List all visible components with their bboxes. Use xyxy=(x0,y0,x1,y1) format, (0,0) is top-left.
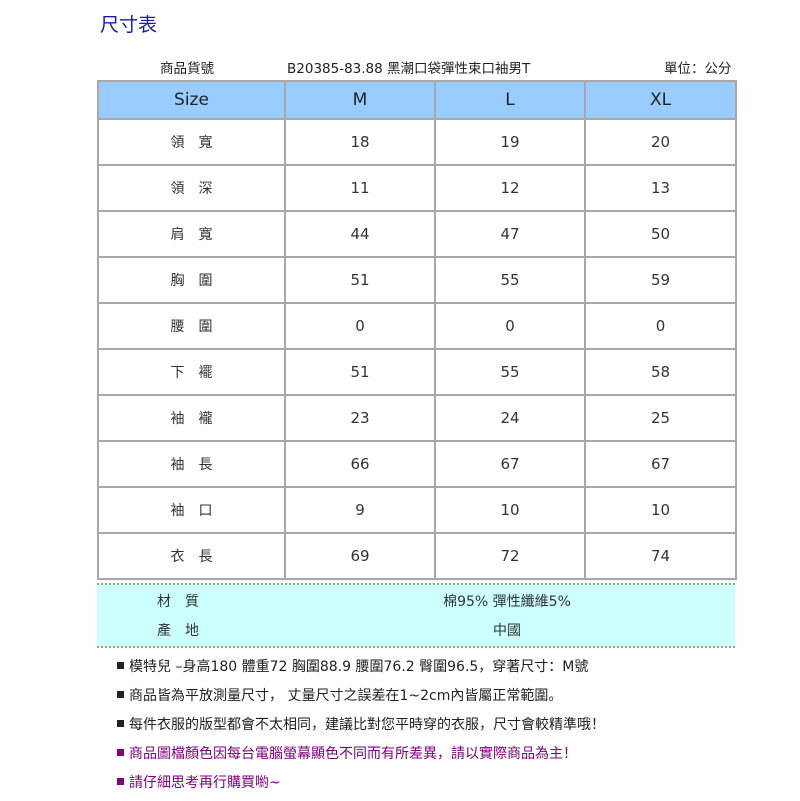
row-label: 下襬 xyxy=(97,348,286,396)
cell-m: 66 xyxy=(284,440,436,488)
note-text: 模特兒 –身高180 體重72 胸圍88.9 腰圍76.2 臀圍96.5，穿著尺… xyxy=(129,659,589,675)
cell-xl: 59 xyxy=(584,256,737,304)
cell-xl: 13 xyxy=(584,164,737,212)
table-header-row: Size M L XL xyxy=(97,80,737,120)
cell-m: 69 xyxy=(284,532,436,580)
row-label: 袖口 xyxy=(97,486,286,534)
cell-l: 55 xyxy=(434,348,586,396)
note-text: 每件衣服的版型都會不太相同，建議比對您平時穿的衣服，尺寸會較精準哦！ xyxy=(129,717,605,733)
cell-xl: 50 xyxy=(584,210,737,258)
cell-l: 12 xyxy=(434,164,586,212)
row-label: 腰圍 xyxy=(97,302,286,350)
cell-xl: 74 xyxy=(584,532,737,580)
cell-m: 51 xyxy=(284,348,436,396)
cell-m: 51 xyxy=(284,256,436,304)
table-row: 袖襱 23 24 25 xyxy=(97,394,737,442)
cell-m: 9 xyxy=(284,486,436,534)
header-size: Size xyxy=(97,80,286,120)
product-name: B20385-83.88 黑潮口袋彈性束口袖男T xyxy=(287,61,531,77)
row-label: 袖襱 xyxy=(97,394,286,442)
cell-l: 0 xyxy=(434,302,586,350)
table-row: 肩寬 44 47 50 xyxy=(97,210,737,258)
row-label: 胸圍 xyxy=(97,256,286,304)
table-row: 衣長 69 72 74 xyxy=(97,532,737,580)
cell-xl: 0 xyxy=(584,302,737,350)
note-text: 商品圖檔顏色因每台電腦螢幕顯色不同而有所差異，請以實際商品為主！ xyxy=(129,746,577,762)
cell-l: 19 xyxy=(434,118,586,166)
header-l: L xyxy=(434,80,586,120)
unit-label: 單位：公分 xyxy=(664,61,732,77)
cell-m: 44 xyxy=(284,210,436,258)
material-origin-box: 材質 棉95% 彈性纖維5% 產地 中國 xyxy=(97,583,735,648)
note-item: 商品圖檔顏色因每台電腦螢幕顯色不同而有所差異，請以實際商品為主！ xyxy=(117,743,605,772)
bullet-square-icon xyxy=(117,749,124,756)
table-row: 袖口 9 10 10 xyxy=(97,486,737,534)
table-row: 腰圍 0 0 0 xyxy=(97,302,737,350)
note-text: 請仔細思考再行購買喲~ xyxy=(129,775,281,791)
note-item: 請仔細思考再行購買喲~ xyxy=(117,772,605,801)
cell-xl: 67 xyxy=(584,440,737,488)
material-value: 棉95% 彈性纖維5% xyxy=(443,594,571,610)
row-label: 領寬 xyxy=(97,118,286,166)
cell-m: 23 xyxy=(284,394,436,442)
cell-m: 0 xyxy=(284,302,436,350)
size-table: Size M L XL 領寬 18 19 20 領深 11 12 13 肩寬 44 47 50 胸圍 51… xyxy=(97,80,737,580)
table-row: 袖長 66 67 67 xyxy=(97,440,737,488)
notes-list: 模特兒 –身高180 體重72 胸圍88.9 腰圍76.2 臀圍96.5，穿著尺… xyxy=(117,656,605,801)
row-label: 衣長 xyxy=(97,532,286,580)
origin-value: 中國 xyxy=(493,623,521,639)
row-label: 肩寬 xyxy=(97,210,286,258)
table-row: 領深 11 12 13 xyxy=(97,164,737,212)
bullet-square-icon xyxy=(117,662,124,669)
cell-xl: 25 xyxy=(584,394,737,442)
cell-l: 67 xyxy=(434,440,586,488)
cell-m: 11 xyxy=(284,164,436,212)
material-row: 材質 棉95% 彈性纖維5% xyxy=(97,591,735,619)
note-item: 商品皆為平放測量尺寸， 丈量尺寸之誤差在1~2cm內皆屬正常範圍。 xyxy=(117,685,605,714)
note-item: 每件衣服的版型都會不太相同，建議比對您平時穿的衣服，尺寸會較精準哦！ xyxy=(117,714,605,743)
header-m: M xyxy=(284,80,436,120)
cell-xl: 58 xyxy=(584,348,737,396)
note-item: 模特兒 –身高180 體重72 胸圍88.9 腰圍76.2 臀圍96.5，穿著尺… xyxy=(117,656,605,685)
cell-l: 10 xyxy=(434,486,586,534)
bullet-square-icon xyxy=(117,691,124,698)
cell-l: 55 xyxy=(434,256,586,304)
table-row: 下襬 51 55 58 xyxy=(97,348,737,396)
cell-l: 24 xyxy=(434,394,586,442)
cell-m: 18 xyxy=(284,118,436,166)
row-label: 袖長 xyxy=(97,440,286,488)
origin-label: 產地 xyxy=(157,623,213,639)
bullet-square-icon xyxy=(117,720,124,727)
product-number-label: 商品貨號 xyxy=(160,61,214,77)
row-label: 領深 xyxy=(97,164,286,212)
header-xl: XL xyxy=(584,80,737,120)
cell-l: 72 xyxy=(434,532,586,580)
note-text: 商品皆為平放測量尺寸， 丈量尺寸之誤差在1~2cm內皆屬正常範圍。 xyxy=(129,688,563,704)
bullet-square-icon xyxy=(117,778,124,785)
page-title: 尺寸表 xyxy=(100,14,158,36)
cell-xl: 10 xyxy=(584,486,737,534)
cell-xl: 20 xyxy=(584,118,737,166)
cell-l: 47 xyxy=(434,210,586,258)
table-row: 胸圍 51 55 59 xyxy=(97,256,737,304)
table-row: 領寬 18 19 20 xyxy=(97,118,737,166)
material-label: 材質 xyxy=(157,594,213,610)
origin-row: 產地 中國 xyxy=(97,620,735,648)
